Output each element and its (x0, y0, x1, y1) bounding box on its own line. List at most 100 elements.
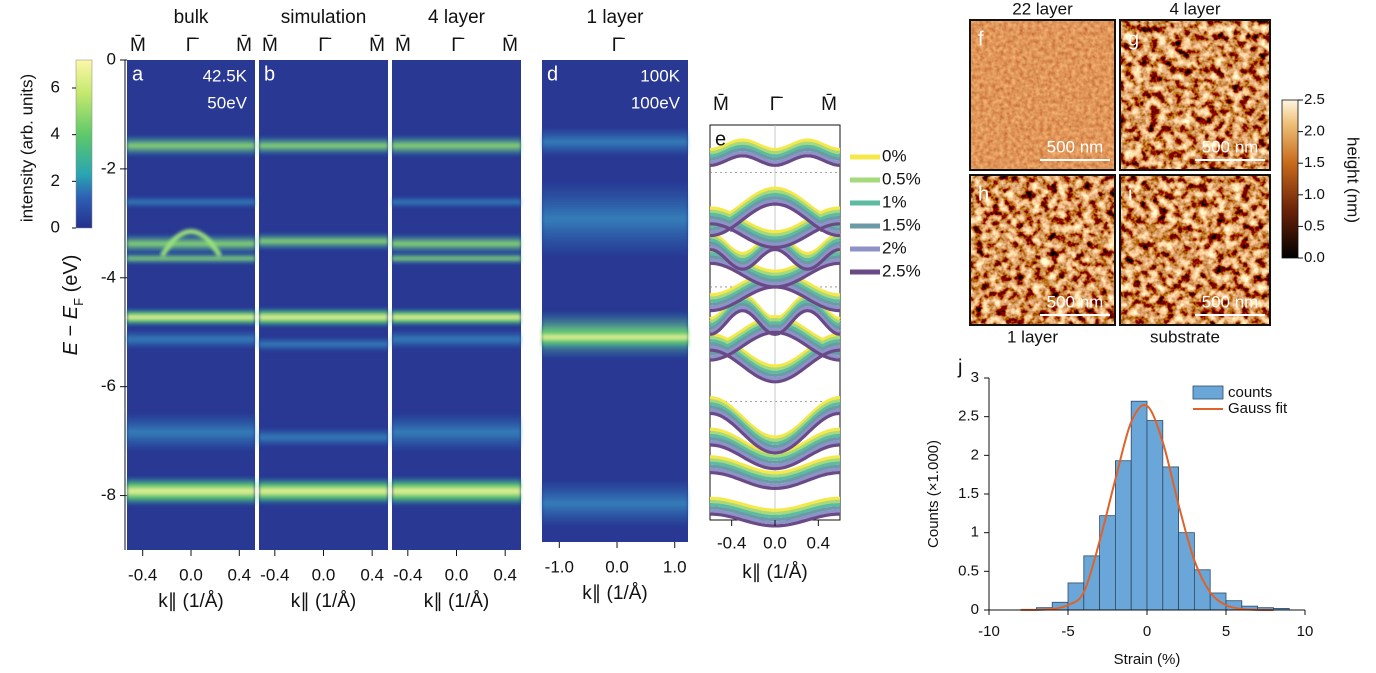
panel-letter: e (715, 128, 726, 150)
x-tick-label: 1.0 (663, 557, 687, 576)
afm-label: substrate (1150, 327, 1220, 346)
legend-label: counts (1228, 384, 1272, 401)
colorbar-tick-label: 2.0 (1304, 123, 1325, 140)
x-axis-label: k∥ (1/Å) (424, 591, 489, 612)
band-curve (709, 405, 841, 449)
x-axis-label: k∥ (1/Å) (291, 591, 356, 612)
band-curve (709, 430, 841, 458)
scale-bar-label: 500 nm (1047, 137, 1104, 156)
y-tick-label: 0.5 (958, 562, 979, 579)
colorbar-tick-label: 1.5 (1304, 154, 1325, 171)
histogram-bar (1083, 555, 1101, 611)
y-axis-label-part: E (60, 305, 82, 319)
band-curve (709, 324, 841, 356)
spectral-band (259, 477, 388, 505)
band-curve (709, 402, 841, 446)
band-curve (709, 458, 841, 478)
spectral-band (392, 134, 521, 157)
y-tick-label: -4 (101, 267, 116, 286)
afm-image (970, 175, 1115, 325)
band-curve (709, 461, 841, 481)
band-curve (709, 308, 841, 337)
legend-swatch (1192, 385, 1224, 400)
spectral-band (542, 127, 688, 157)
band-curve (709, 247, 841, 271)
afm-label: 22 layer (1012, 0, 1073, 18)
y-axis-label-part: F (71, 298, 86, 306)
spectral-band (392, 196, 521, 208)
y-tick-label: 1 (971, 524, 979, 541)
spectral-band (392, 412, 521, 452)
y-tick-label: 0 (971, 601, 979, 618)
band-curve (709, 147, 841, 161)
y-axis-label-part: − (60, 319, 82, 342)
band-curve (710, 496, 840, 512)
x-tick-label: 0.4 (227, 565, 251, 584)
spectral-band (542, 326, 688, 348)
afm-label: 4 layer (1169, 0, 1220, 18)
band-curve (709, 150, 841, 164)
spectral-band (127, 476, 255, 506)
spectral-band (392, 308, 521, 327)
band-curve (709, 196, 841, 231)
spectral-band (127, 252, 255, 265)
band-curve (709, 285, 841, 313)
colorbar-tick-label: 6 (51, 77, 60, 96)
symmetry-point: M̄ (236, 35, 252, 56)
band-curve (709, 282, 841, 310)
colorbar-tick-label: 1.0 (1304, 186, 1325, 203)
band-curve (709, 455, 841, 475)
band-curve (709, 471, 841, 491)
panel-letter: g (1128, 28, 1139, 50)
x-tick-label: 0 (1143, 623, 1151, 640)
panel-title: 1 layer (586, 7, 644, 28)
legend-label: 1% (882, 192, 907, 211)
spectral-band (392, 329, 521, 350)
band-curve (709, 503, 841, 518)
x-tick-label: 5 (1222, 623, 1230, 640)
afm-image (1120, 20, 1270, 170)
annotation: 100eV (631, 93, 681, 112)
annotation: 42.5K (203, 66, 248, 85)
band-curve (709, 275, 841, 303)
panel-title: 4 layer (428, 7, 486, 28)
histogram-bar (1146, 420, 1164, 611)
panel-letter: i (1128, 183, 1132, 205)
symmetry-point: M̄ (502, 35, 518, 56)
symmetry-point: M̄ (130, 35, 146, 56)
band-curve (709, 202, 841, 238)
panel-letter: f (978, 28, 984, 50)
colorbar-label: intensity (arb. units) (17, 74, 36, 222)
spectral-band (127, 134, 255, 157)
band-curve (709, 440, 841, 468)
colorbar (1281, 99, 1299, 259)
x-tick-label: 0.0 (445, 565, 469, 584)
band-curve (709, 269, 841, 297)
band-curve (709, 314, 841, 346)
x-axis-label: k∥ (1/Å) (582, 583, 647, 604)
y-tick-label: 1.5 (958, 485, 979, 502)
panel-letter: j (957, 356, 962, 378)
band-curve (709, 138, 841, 152)
y-axis-label-part: (eV) (60, 255, 82, 298)
spectral-band (259, 336, 388, 352)
legend-label: 2% (882, 238, 907, 257)
x-tick-label: -1.0 (545, 557, 574, 576)
colorbar-tick-label: 2 (51, 171, 60, 190)
annotation: 100K (640, 66, 680, 85)
y-axis-label: Counts (×1.000) (925, 440, 942, 548)
band-curve (709, 141, 841, 155)
band-curve (709, 189, 841, 225)
spectral-band (259, 427, 388, 448)
symmetry-point: M̄ (262, 35, 278, 56)
afm-frame (969, 174, 1116, 326)
x-axis-label: Strain (%) (1114, 651, 1181, 668)
scale-bar-label: 500 nm (1202, 292, 1259, 311)
spectral-band (392, 252, 521, 265)
spectral-band (392, 233, 521, 254)
panel-letter: d (547, 63, 558, 85)
symmetry-point: Γ̄ (612, 35, 625, 56)
x-tick-label: 0.0 (605, 557, 629, 576)
y-tick-label: 3 (971, 369, 979, 386)
